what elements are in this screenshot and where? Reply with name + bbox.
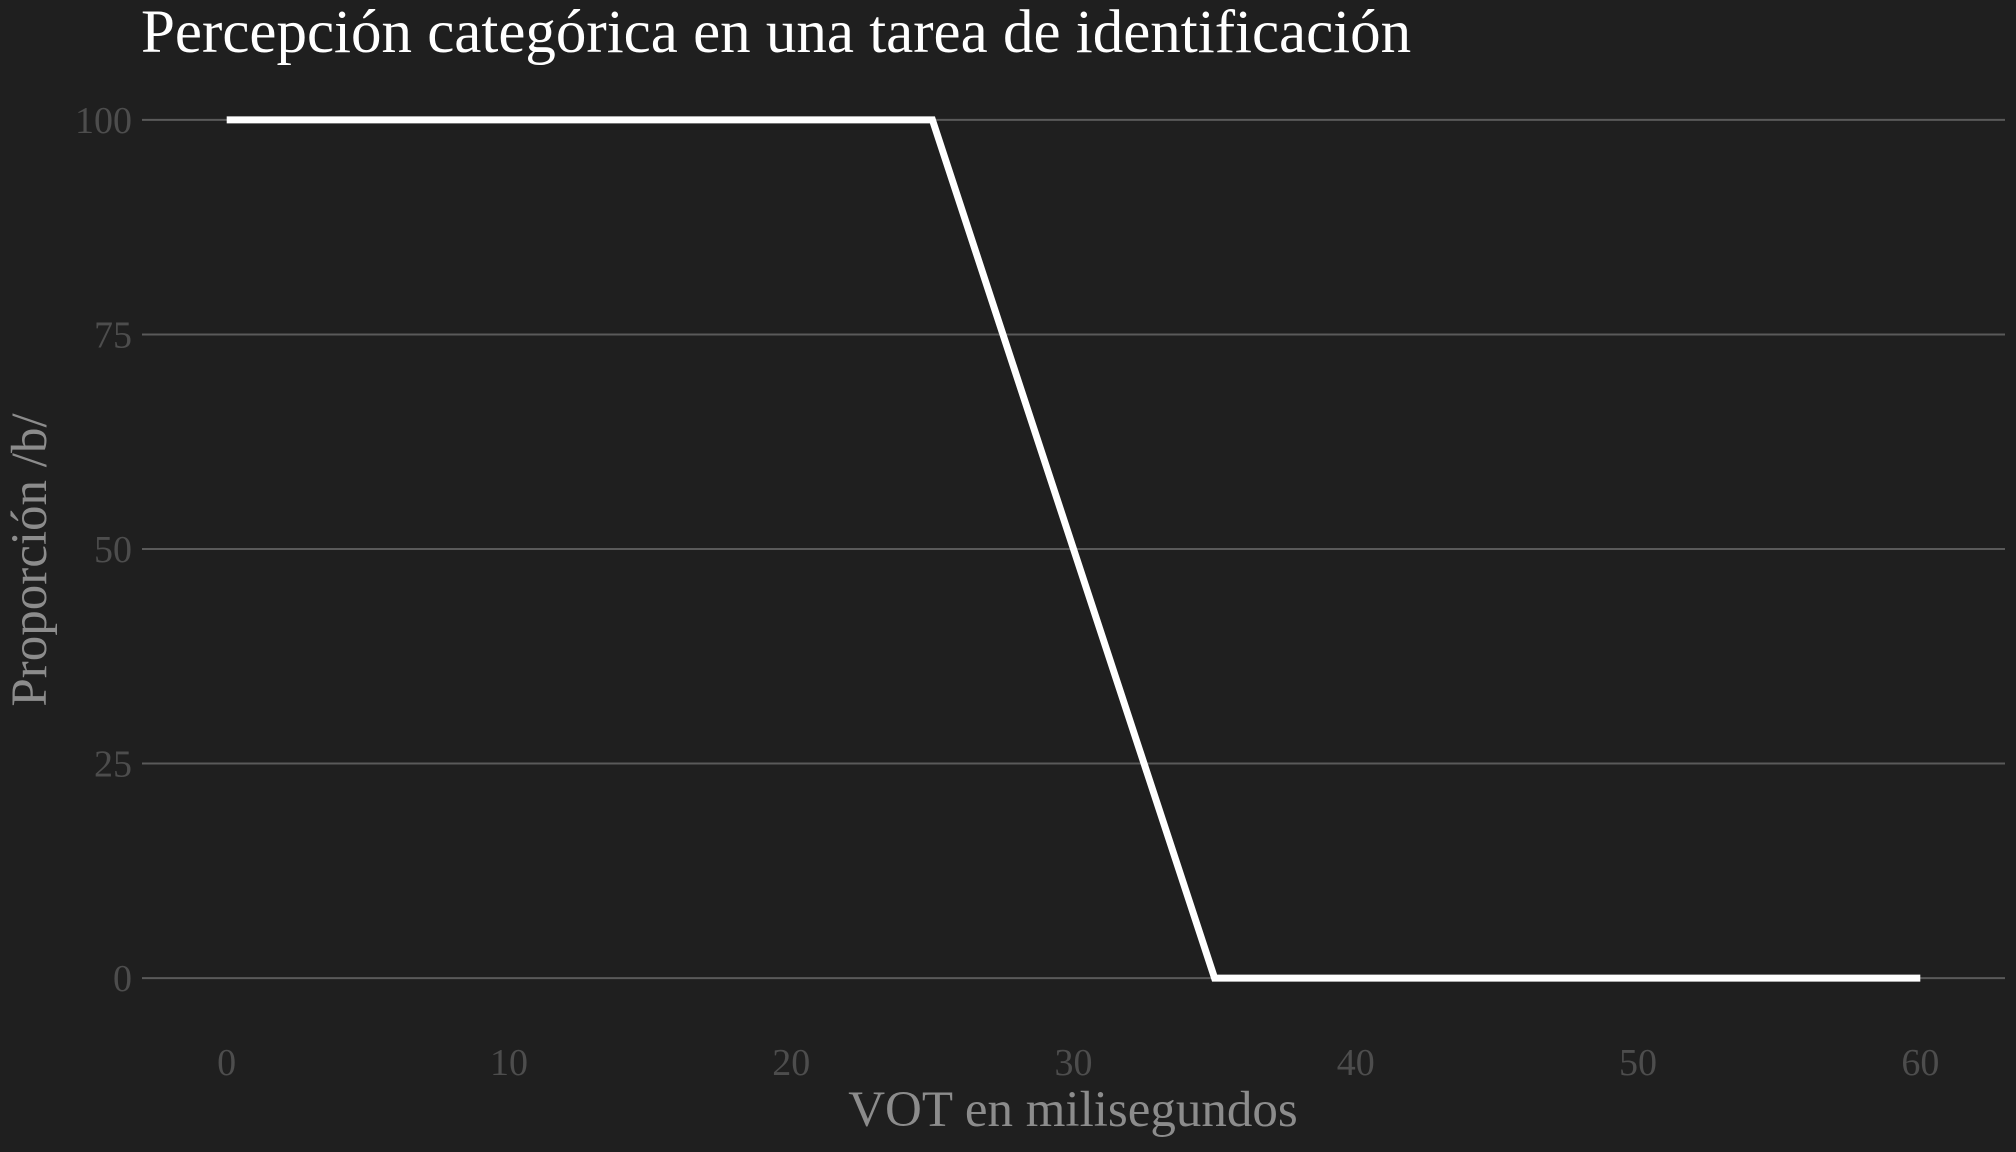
y-tick-labels: 0 25 50 75 100: [75, 100, 132, 1000]
y-tick-label: 75: [94, 314, 132, 356]
y-axis-title: Proporción /b/: [2, 413, 58, 707]
x-tick-label: 30: [1055, 1042, 1093, 1084]
series-layer: [226, 116, 1921, 982]
y-tick-label: 0: [113, 958, 132, 1000]
chart-title: Percepción categórica en una tarea de id…: [141, 0, 1411, 66]
series-line: [226, 116, 1921, 982]
x-tick-labels: 0 10 20 30 40 50 60: [217, 1042, 1939, 1084]
x-tick-label: 0: [217, 1042, 236, 1084]
y-tick-label: 25: [94, 744, 132, 786]
x-tick-label: 10: [490, 1042, 528, 1084]
x-tick-label: 20: [772, 1042, 810, 1084]
x-axis-title: VOT en milisegundos: [848, 1082, 1298, 1138]
y-tick-label: 100: [75, 100, 132, 142]
y-tick-label: 50: [94, 529, 132, 571]
x-tick-label: 60: [1901, 1042, 1939, 1084]
x-tick-label: 50: [1619, 1042, 1657, 1084]
x-tick-label: 40: [1337, 1042, 1375, 1084]
